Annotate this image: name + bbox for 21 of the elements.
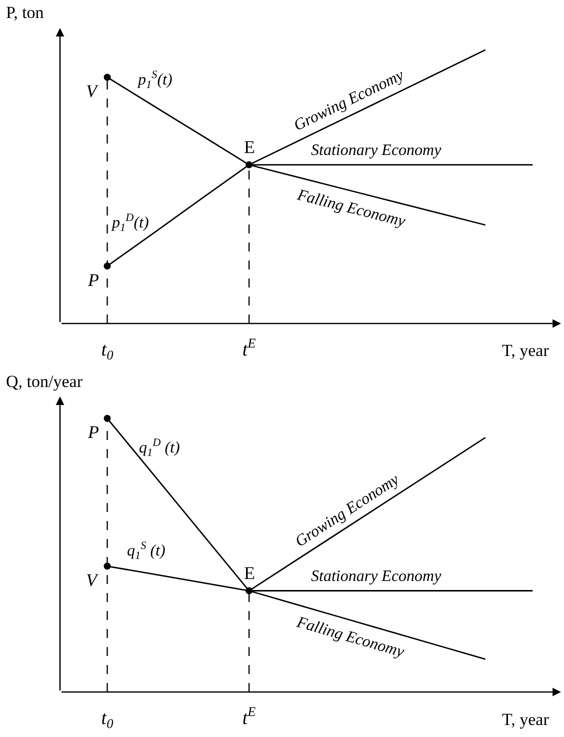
annotation: P [87,270,99,290]
x-tick-label: t$^{E}$ [242,336,256,360]
series-label: q$_{1}$$^{S}$ (t) [127,540,166,562]
y-axis-title: Q, ton/year [6,372,83,391]
series-label: p$_{1}$$^{S}$(t) [137,69,172,92]
series-label: Stationary Economy [311,142,442,159]
series-label: p$_{1}$$^{D}$(t) [111,212,149,234]
text: Falling Economy [294,186,408,231]
x-tick-label: t$_{0}$ [101,708,114,731]
annotation: E [244,563,255,583]
x-axis-title: T, year [502,341,550,360]
x-tick-label: t$_{0}$ [101,340,114,362]
x-tick-label: t$^{E}$ [242,704,256,729]
series-label: q$_{1}$$^{D}$ (t) [139,437,180,460]
y-axis-title: P, ton [6,3,44,22]
annotation: E [244,137,255,157]
x-axis-title: T, year [502,710,550,729]
annotation: V [86,81,99,101]
series-label: Stationary Economy [311,568,442,585]
annotation: V [86,570,99,590]
annotation: P [87,422,99,442]
